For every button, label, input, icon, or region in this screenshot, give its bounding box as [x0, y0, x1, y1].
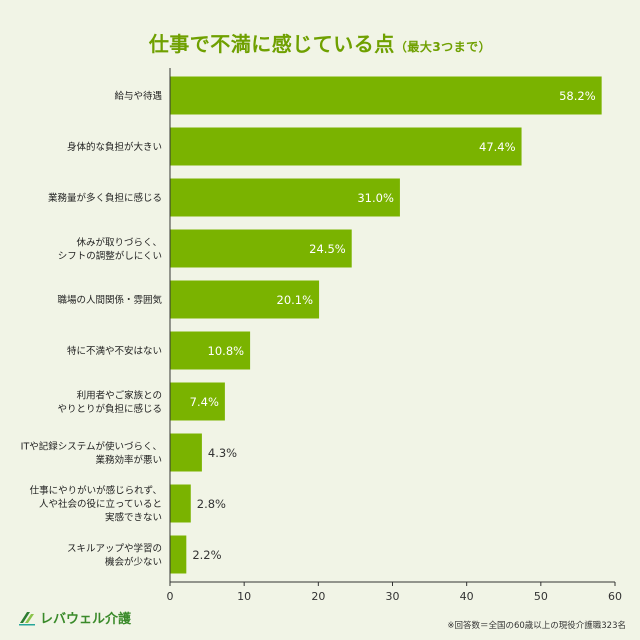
category-label: スキルアップや学習の機会が少ない: [67, 542, 162, 568]
x-tick-label: 50: [534, 590, 548, 603]
bar-value-label: 31.0%: [357, 191, 394, 205]
category-label: 業務量が多く負担に感じる: [48, 192, 162, 204]
logo-mark-icon: [19, 611, 35, 625]
bar: [170, 280, 320, 319]
brand-logo: レバウェル介護: [18, 608, 131, 627]
category-label: ITや記録システムが使いづらく、業務効率が悪い: [21, 440, 162, 466]
bar-value-label: 47.4%: [479, 140, 516, 154]
bar-value-label: 20.1%: [277, 293, 314, 307]
category-label: 特に不満や不安はない: [67, 345, 162, 357]
bar-value-label: 10.8%: [208, 344, 245, 358]
category-label: 身体的な負担が大きい: [67, 141, 162, 153]
bar-value-label: 2.8%: [197, 497, 226, 511]
category-label: 利用者やご家族とのやりとりが負担に感じる: [57, 389, 162, 415]
bar-value-label: 24.5%: [309, 242, 346, 256]
bar: [170, 229, 352, 268]
bar: [170, 484, 191, 523]
footnote: ※回答数＝全国の60歳以上の現役介護職323名: [447, 621, 626, 631]
bar: [170, 178, 400, 217]
bar: [170, 433, 202, 472]
category-label: 仕事にやりがいが感じられず、人や社会の役に立っていると実感できない: [30, 485, 162, 524]
bar: [170, 331, 251, 370]
chart-title-main: 仕事で不満に感じている点: [148, 32, 395, 56]
category-label: 職場の人間関係・雰囲気: [57, 294, 162, 306]
bar-value-label: 58.2%: [559, 89, 596, 103]
chart-title-sub: （最大3つまで）: [394, 40, 492, 54]
x-tick-label: 60: [608, 590, 622, 603]
bar: [170, 127, 522, 166]
category-label: 休みが取りづらく、シフトの調整がしにくい: [58, 236, 162, 262]
x-tick-label: 30: [386, 590, 400, 603]
bar: [170, 535, 187, 574]
category-label: 給与や待遇: [114, 90, 162, 102]
x-tick-label: 20: [311, 590, 325, 603]
x-tick-label: 10: [237, 590, 251, 603]
bar: [170, 76, 602, 115]
chart-title: 仕事で不満に感じている点（最大3つまで）: [0, 28, 640, 57]
bar-value-label: 7.4%: [190, 395, 219, 409]
x-tick-label: 0: [167, 590, 174, 603]
logo-name: レバウェル介護: [40, 612, 132, 627]
x-tick-label: 40: [460, 590, 474, 603]
bar: [170, 382, 225, 421]
bar-value-label: 4.3%: [208, 446, 237, 460]
bar-value-label: 2.2%: [192, 548, 221, 562]
